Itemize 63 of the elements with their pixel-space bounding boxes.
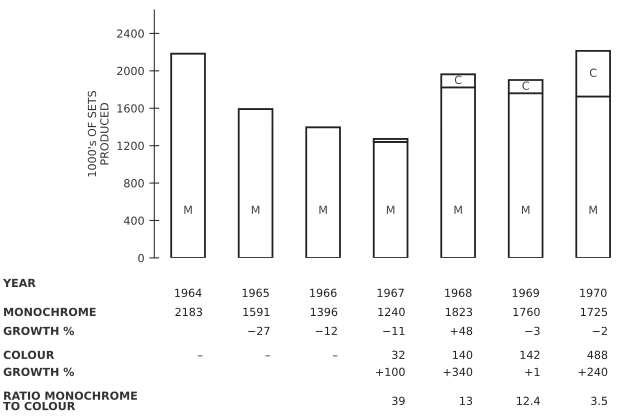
text: – <box>265 355 270 356</box>
text: +48 <box>450 326 472 336</box>
text: −11 <box>383 326 404 335</box>
text: 39 <box>392 396 405 406</box>
text: −12 <box>316 326 337 335</box>
data-label: 1396 <box>310 308 338 316</box>
text: 3.5 <box>591 396 608 406</box>
data-label: 142 <box>520 350 540 359</box>
data-label: 1591 <box>243 308 270 316</box>
series-label: C <box>454 76 462 84</box>
text: GROWTH % <box>4 326 74 336</box>
text: M <box>319 206 327 214</box>
text: 12.4 <box>516 396 540 405</box>
text: – <box>332 355 338 356</box>
text: M <box>589 206 597 214</box>
text: 13 <box>460 396 472 406</box>
data-label: 140 <box>453 350 472 360</box>
y-tick-label: 2000 <box>117 66 144 76</box>
x-tick-label: 1966 <box>310 288 337 298</box>
data-label: 32 <box>392 350 404 360</box>
y-tick-label: 2400 <box>117 29 144 38</box>
data-label: 1760 <box>513 308 540 316</box>
x-tick-label: 1964 <box>175 288 202 298</box>
data-label: 1240 <box>378 308 405 316</box>
text: YEAR <box>2 278 36 287</box>
text: +240 <box>578 368 608 376</box>
x-tick-label: 1970 <box>580 288 607 298</box>
text: – <box>198 355 202 356</box>
text: M <box>522 206 530 214</box>
text: −3 <box>525 326 540 336</box>
y-tick-label: 0 <box>138 254 144 262</box>
y-tick-label: 1600 <box>118 104 144 113</box>
bar <box>238 108 274 258</box>
x-tick-label: 1967 <box>378 288 404 298</box>
y-tick-label: 800 <box>124 179 144 188</box>
text: C <box>522 81 529 90</box>
bar <box>170 52 206 258</box>
text: MONOCHROME <box>4 308 96 316</box>
data-label: 1725 <box>580 308 608 316</box>
y-tick-label: 400 <box>124 216 144 225</box>
data-label: 488 <box>587 350 608 360</box>
text: COLOUR <box>4 350 54 360</box>
bar <box>372 141 408 258</box>
y-tick-label: 1200 <box>118 142 144 150</box>
text: +100 <box>376 368 405 376</box>
text: GROWTH % <box>4 368 74 376</box>
data-label: 1823 <box>446 308 472 316</box>
data-label: 2183 <box>175 308 202 316</box>
y-axis-title: 1000's OF SETS PRODUCED <box>88 90 109 176</box>
x-tick-label: 1969 <box>512 288 540 298</box>
text: −2 <box>592 326 607 335</box>
text: −27 <box>248 326 270 335</box>
text: M <box>252 206 260 214</box>
series-label: M <box>454 206 462 214</box>
text: M <box>386 206 394 214</box>
bar <box>305 126 341 258</box>
x-tick-label: 1965 <box>242 288 269 298</box>
text: RATIO MONOCHROME TO COLOUR <box>3 391 137 410</box>
text: C <box>590 68 596 77</box>
x-tick-label: 1968 <box>445 288 472 298</box>
text: M <box>184 206 192 214</box>
text: +340 <box>444 368 472 376</box>
text: +1 <box>525 368 540 376</box>
